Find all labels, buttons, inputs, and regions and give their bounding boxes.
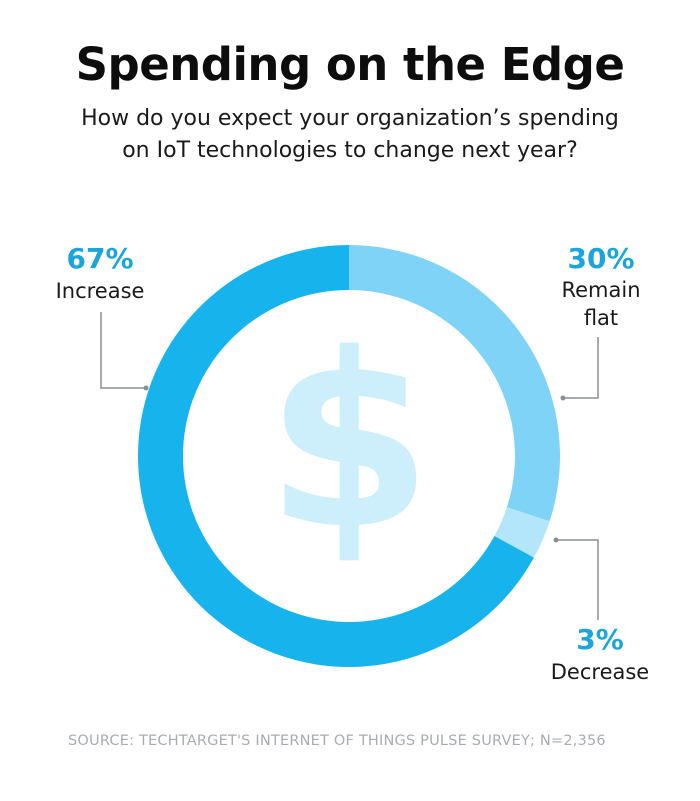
chart-subtitle: How do you expect your organization’s sp…	[40, 103, 660, 167]
leader-remain-flat	[563, 337, 599, 399]
slice-decrease	[494, 507, 550, 558]
value-label-decrease: 3%	[576, 623, 624, 656]
leader-increase-dot	[143, 385, 149, 391]
category-label-remain-flat-line-2: flat	[584, 306, 618, 330]
donut-slices	[138, 245, 560, 667]
leader-increase	[100, 312, 146, 389]
subtitle-line-1: How do you expect your organization’s sp…	[81, 106, 619, 131]
leader-remain-flat-dot	[560, 395, 566, 401]
leader-decrease-dot	[553, 537, 559, 543]
leader-decrease	[556, 539, 599, 620]
leader-lines	[100, 312, 599, 620]
category-label-remain-flat-line-1: Remain	[561, 278, 640, 302]
source-note: SOURCE: TECHTARGET'S INTERNET OF THINGS …	[68, 733, 606, 749]
value-label-increase: 67%	[66, 242, 133, 275]
dollar-sign-glyph: $	[266, 302, 433, 582]
slice-labels: 67% Increase 30% Remain flat 3% Decrease	[56, 242, 650, 684]
value-label-remain-flat: 30%	[567, 242, 634, 275]
category-label-increase: Increase	[56, 279, 145, 303]
slice-remain-flat	[349, 245, 560, 522]
category-label-decrease: Decrease	[551, 660, 649, 684]
chart-title: Spending on the Edge	[75, 38, 625, 91]
dollar-sign-icon: $	[266, 302, 433, 582]
subtitle-line-2: on IoT technologies to change next year?	[122, 138, 578, 163]
